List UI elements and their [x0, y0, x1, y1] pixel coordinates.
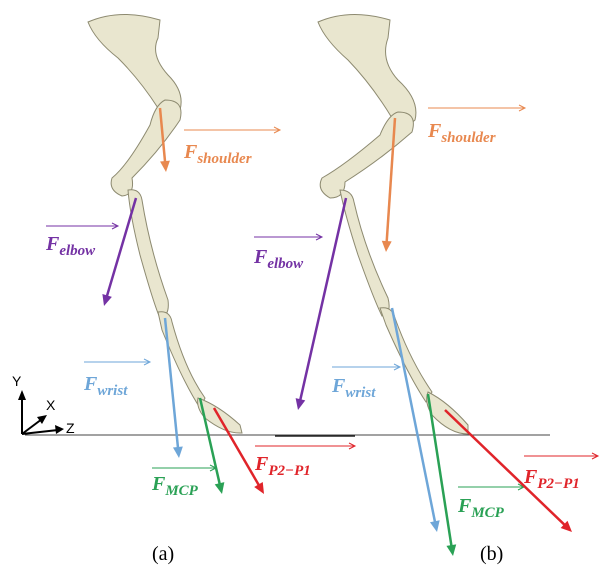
force-subscript: elbow: [59, 243, 96, 259]
force-label: FMCP: [457, 495, 505, 521]
force-symbol: F: [83, 373, 98, 395]
force-symbol: F: [427, 120, 442, 142]
arrow-head: [446, 544, 456, 556]
axis-label: X: [46, 397, 56, 413]
force-subscript: shoulder: [440, 130, 495, 146]
axis-label: Z: [66, 420, 75, 436]
axes-triad: Y X Z: [12, 373, 75, 436]
force-subscript: P2−P1: [268, 463, 310, 479]
arrow-head: [160, 161, 170, 172]
force-label: Fshoulder: [183, 141, 252, 167]
arrow-head: [430, 520, 440, 532]
arrow-head: [382, 241, 392, 252]
force-symbol: F: [151, 473, 166, 495]
force-label: FP2−P1: [254, 453, 311, 479]
force-subscript: MCP: [470, 505, 504, 521]
force-subscript: shoulder: [196, 151, 251, 167]
limb-a: [88, 14, 242, 433]
force-subscript: MCP: [164, 483, 198, 499]
force-subscript: wrist: [345, 385, 376, 401]
force-arrow: [214, 408, 260, 487]
figure: Y X Z (a) (b) FshoulderFelbowFwristFMCPF…: [0, 0, 602, 576]
panel-label: (a): [152, 543, 174, 565]
arrow-head: [102, 294, 111, 306]
force-symbol: F: [253, 246, 268, 268]
force-symbol: F: [457, 495, 472, 517]
force-symbol: F: [183, 141, 198, 163]
force-arrow: [300, 198, 346, 402]
force-label: Felbow: [253, 246, 304, 272]
arrow-head: [215, 482, 225, 494]
force-subscript: elbow: [267, 256, 304, 272]
force: Felbow: [45, 198, 136, 306]
force: Fwrist: [331, 308, 440, 532]
panel-label: (b): [480, 543, 503, 565]
axis-label: Y: [12, 373, 22, 389]
force-label: FP2−P1: [523, 466, 580, 492]
force-label: Fwrist: [83, 373, 128, 399]
force-label: Felbow: [45, 233, 96, 259]
force-arrow: [392, 308, 435, 524]
force-arrow: [106, 198, 136, 298]
force: Fwrist: [83, 318, 183, 458]
force-symbol: F: [523, 466, 538, 488]
force-subscript: P2−P1: [537, 476, 579, 492]
force-symbol: F: [254, 453, 269, 475]
force-symbol: F: [331, 375, 346, 397]
force-label: Fwrist: [331, 375, 376, 401]
force-symbol: F: [45, 233, 60, 255]
force-label: FMCP: [151, 473, 199, 499]
force-label: Fshoulder: [427, 120, 496, 146]
force-subscript: wrist: [97, 383, 128, 399]
arrow-head: [173, 447, 183, 458]
arrow-head: [296, 398, 306, 410]
